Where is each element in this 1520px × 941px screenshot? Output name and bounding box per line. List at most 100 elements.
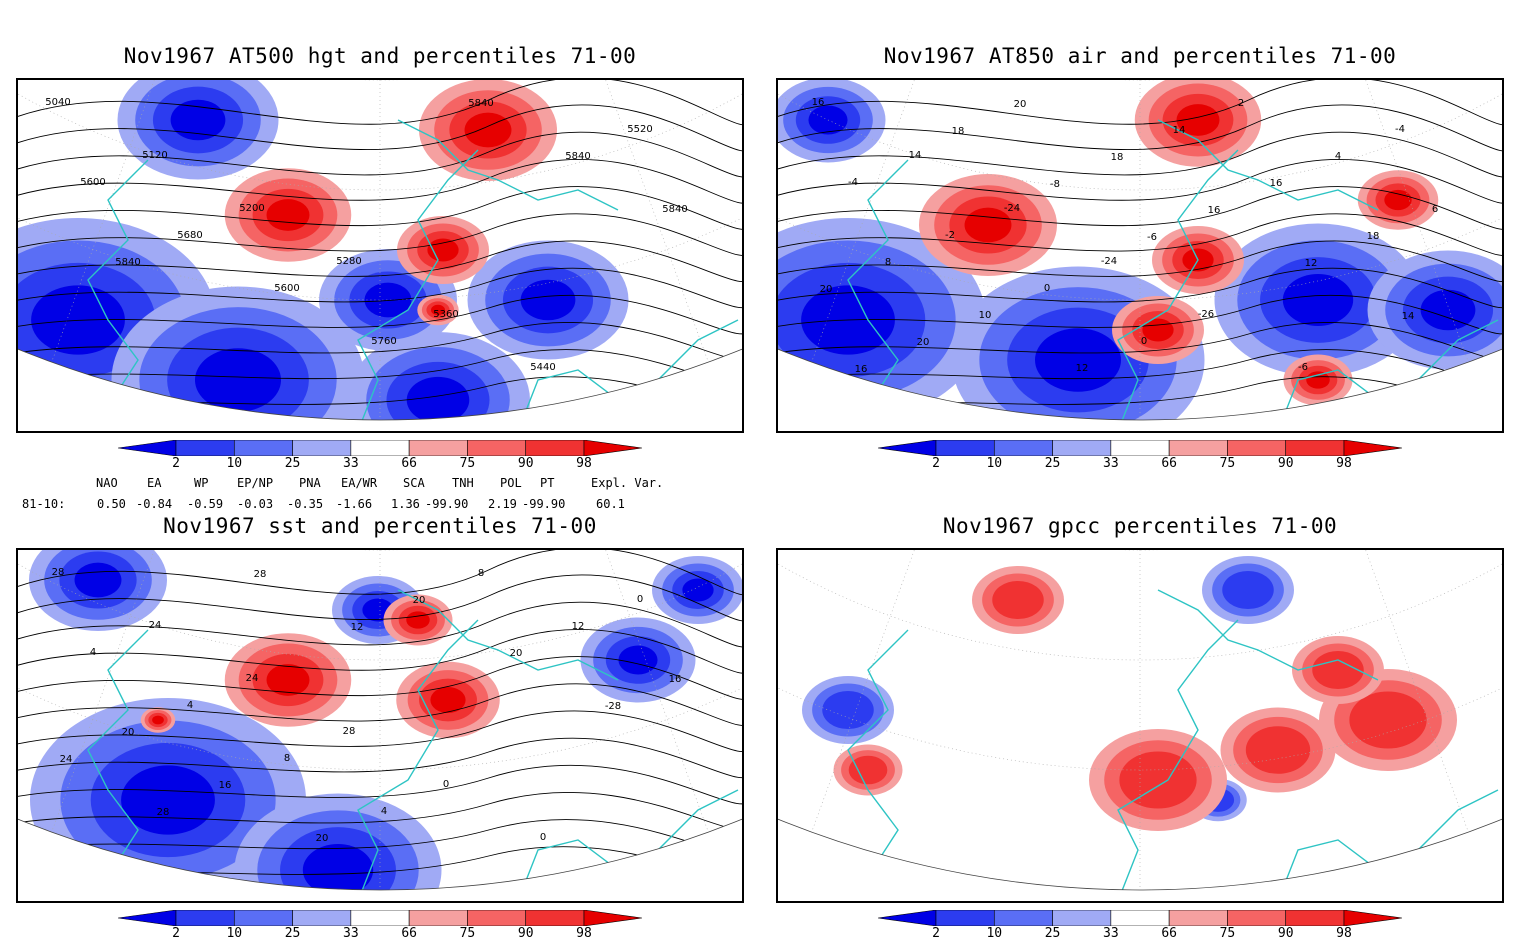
meridian-line [1139,550,1469,833]
colorbar-tick-label: 25 [1044,926,1061,941]
map-boundary [778,818,1502,891]
contour-label: 16 [219,780,232,791]
coastline [847,629,909,862]
map-gpcc [778,550,1502,891]
low-percentile-region [170,99,226,141]
colorbar-air850: 2 10 25 33 66 75 90 98 [877,439,1403,472]
contour-label: 16 [1270,178,1283,189]
contour-label: 20 [820,284,833,295]
contour-label: 20 [510,648,523,659]
low-percentile-region [406,376,470,420]
index-header-pna: PNA [299,476,321,490]
index-header-explvar: Expl. Var. [591,476,664,490]
colorbar-tick-label: 66 [1161,926,1177,941]
meridian-line [379,550,709,833]
contour-label: 5760 [371,336,396,347]
index-header-epnp: EP/NP [237,476,274,490]
meridian-line [379,80,709,363]
high-percentile-region [1306,371,1330,389]
coastline [1117,149,1239,420]
high-percentile-region [1176,104,1220,136]
low-percentile-region [1282,273,1354,327]
map-panel-hgt500: 5040 5120 5200 5280 5360 5440 5520 5600 5680 5600… [16,78,744,433]
coastline [357,149,479,420]
low-percentile-region [302,843,374,890]
contour-label: 12 [1305,258,1318,269]
high-percentile-region [1119,751,1197,809]
colorbar-graphic [117,909,643,927]
index-header-eawr: EA/WR [341,476,378,490]
coastline-layer [87,119,739,420]
high-percentile-region [266,199,310,231]
contour-line [778,104,1502,152]
contour-label: 4 [1335,151,1341,162]
panel-title-air850: Nov1967 AT850 air and percentiles 71-00 [883,44,1397,68]
contour-line [18,574,742,622]
colorbar-tick-label: 75 [459,926,476,941]
index-value-wp: -0.59 [187,497,224,511]
colorbar-tick-label: 33 [1103,456,1119,471]
contour-line [778,186,1502,230]
contour-line [18,186,742,230]
contour-label: 0 [540,832,546,843]
high-percentile-region [152,715,164,725]
meridian-line [1139,80,1469,363]
contour-line [778,80,1502,126]
index-value-tnh: -99.90 [425,497,469,511]
contour-label: 20 [122,727,135,738]
contour-line [18,158,742,204]
contour-label: 5600 [80,177,105,188]
contour-label: 8 [478,568,484,579]
index-header-pol: POL [500,476,522,490]
contour-line [18,764,742,805]
coastline [847,159,909,392]
contour-label: -8 [1050,179,1060,190]
map-hgt500: 5040 5120 5200 5280 5360 5440 5520 5600 5680 5600… [18,80,742,421]
coastline [1117,619,1239,890]
contour-label: 5840 [662,204,687,215]
panel-title-sst: Nov1967 sst and percentiles 71-00 [163,514,597,538]
colorbar-tick-label: 98 [576,926,592,941]
contour-label: 5840 [565,151,590,162]
coastline [87,629,149,862]
contour-label: 5360 [433,309,458,320]
high-percentile-region [1384,189,1412,211]
index-value-eawr: -1.66 [336,497,373,511]
contour-label: 28 [254,569,267,580]
contour-label: 5600 [274,283,299,294]
map-boundary [18,348,742,421]
low-percentile-region [121,765,215,835]
colorbar-graphic [877,909,1403,927]
contour-line [18,267,742,309]
contour-label: 24 [60,754,73,765]
contour-line [778,240,1502,282]
low-percentile-region [1034,328,1122,392]
colorbar-tick-label: 75 [1219,456,1236,471]
colorbar-tick-label: 10 [226,926,243,941]
low-percentile-region [74,562,122,598]
high-percentile-region [430,304,446,316]
contour-label: 16 [1208,205,1221,216]
colorbar-tick-label: 25 [284,456,301,471]
colorbar-tick-label: 66 [1161,456,1177,471]
contour-label: 20 [917,337,930,348]
contour-line [778,267,1502,309]
map-boundary [778,348,1502,421]
high-percentile-region [427,238,459,262]
contour-line [18,683,742,726]
contour-label: 5680 [177,230,202,241]
contour-label: 24 [246,673,259,684]
map-air850: 16 14 -24 -24 -26 -6 -4 -4 -2 0 0 2 4 6 8 10 12 14 16 18 20 2… [778,80,1502,421]
contour-line [18,240,742,282]
contour-label: 18 [952,126,965,137]
contour-label: -24 [1101,256,1117,267]
coastline-layer [847,119,1499,420]
colorbar-tick-label: 90 [1277,456,1294,471]
map-sst: 28 24 24 28 0 0 0 4 4 8 4 8 12 16 20 16 20 20 20 -28 24 28 28 1… [18,550,742,891]
contour-label: 12 [572,621,585,632]
contour-label: 4 [90,647,96,658]
contour-label: 8 [885,257,891,268]
contour-label: 18 [1111,152,1124,163]
low-percentile-region [520,279,576,321]
index-header-wp: WP [194,476,209,490]
